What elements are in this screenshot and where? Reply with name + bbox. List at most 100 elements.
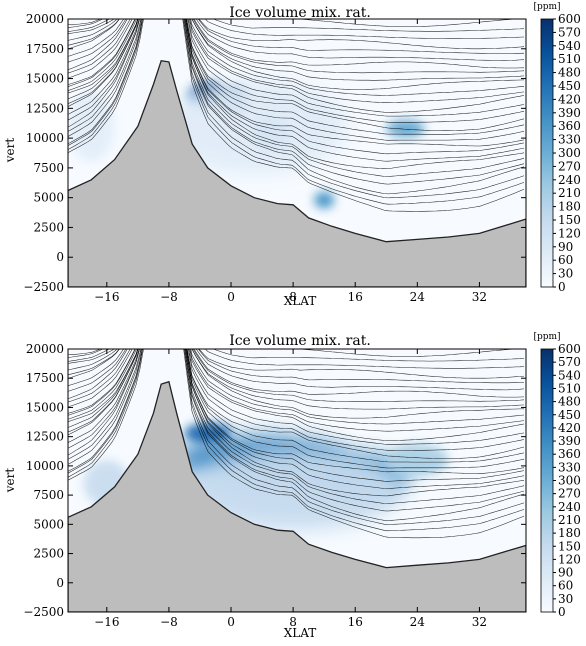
colorbar-tick-label: 570 bbox=[558, 25, 581, 39]
colorbar-tick-label: 450 bbox=[558, 408, 581, 422]
contour-line bbox=[68, 349, 525, 489]
contour-line bbox=[68, 19, 525, 131]
contour-line bbox=[68, 19, 525, 162]
contour-line bbox=[68, 349, 525, 402]
contour-line bbox=[68, 0, 524, 5]
contour-line bbox=[68, 349, 525, 391]
colorbar-tick-label: 600 bbox=[558, 342, 581, 356]
contour-line bbox=[68, 349, 525, 539]
chart-panel-bottom: Ice volume mix. rat. −16 −8 0 8 16 24 32 −2500 0… bbox=[3, 332, 581, 640]
contour-line bbox=[68, 19, 525, 195]
contour-line bbox=[68, 19, 525, 103]
colorbar-tick-label: 270 bbox=[558, 487, 581, 501]
colorbar-tick-label: 480 bbox=[558, 395, 581, 409]
contour-line bbox=[68, 19, 525, 199]
colorbar-gradient bbox=[540, 348, 554, 613]
colorbar-tick-label: 150 bbox=[558, 213, 581, 227]
ice-feature bbox=[184, 448, 402, 531]
x-tick-label: 32 bbox=[472, 615, 487, 629]
contour-line bbox=[68, 19, 525, 90]
ice-feature bbox=[68, 90, 115, 162]
x-tick-label: 24 bbox=[410, 615, 426, 629]
x-tick-label: −16 bbox=[94, 290, 119, 304]
colorbar-tick-label: 420 bbox=[558, 421, 581, 435]
colorbar-tick-label: 210 bbox=[558, 513, 581, 527]
contour-line bbox=[68, 19, 520, 27]
contour-line bbox=[68, 349, 525, 451]
y-tick-label: 12500 bbox=[26, 101, 64, 115]
colorbar-tick-label: 90 bbox=[558, 240, 573, 254]
contour-line bbox=[68, 349, 525, 410]
y-axis-label: vert bbox=[3, 468, 17, 494]
y-tick-label: 15000 bbox=[26, 400, 64, 414]
contour-line bbox=[68, 349, 525, 362]
contour-line bbox=[68, 349, 525, 445]
colorbar-gradient bbox=[540, 18, 554, 288]
y-tick-label: −2500 bbox=[23, 605, 64, 619]
x-axis-label: XLAT bbox=[284, 626, 317, 640]
contour-line bbox=[68, 19, 525, 135]
colorbar-tick-label: 150 bbox=[558, 539, 581, 553]
contour-line bbox=[68, 19, 525, 32]
colorbar: [ppm]60057054051048045042039036033030027… bbox=[533, 332, 580, 619]
x-tick-label: 0 bbox=[227, 290, 235, 304]
contour-line bbox=[68, 349, 525, 512]
chart-title: Ice volume mix. rat. bbox=[229, 5, 371, 21]
colorbar-tick-label: 420 bbox=[558, 92, 581, 106]
contour-line bbox=[68, 349, 525, 474]
contour-line bbox=[68, 19, 525, 147]
y-tick-label: 15000 bbox=[26, 72, 64, 86]
y-tick-label: 17500 bbox=[26, 371, 64, 385]
contour-line bbox=[68, 19, 525, 54]
contour-line bbox=[68, 349, 525, 525]
ice-feature bbox=[314, 191, 335, 209]
colorbar-tick-label: 30 bbox=[558, 267, 573, 281]
colorbar-tick-label: 360 bbox=[558, 447, 581, 461]
colorbar-tick-label: 180 bbox=[558, 200, 581, 214]
colorbar-unit: [ppm] bbox=[533, 332, 560, 342]
contour-line bbox=[68, 349, 525, 432]
contour-line bbox=[68, 349, 525, 497]
contour-line bbox=[68, 349, 525, 463]
terrain bbox=[68, 59, 526, 287]
y-tick-label: 17500 bbox=[26, 42, 64, 56]
colorbar-tick-label: 330 bbox=[558, 460, 581, 474]
colorbar-tick-label: 300 bbox=[558, 474, 581, 488]
terrain bbox=[68, 380, 526, 612]
contour-line bbox=[68, 349, 525, 532]
plot-area: −16 −8 0 8 16 24 32 −2500 0 2500 5000 7500 10000 1250… bbox=[23, 342, 527, 629]
colorbar-tick-label: 120 bbox=[558, 552, 581, 566]
y-tick-label: 10000 bbox=[26, 131, 64, 145]
colorbar: [ppm]60057054051048045042039036033030027… bbox=[533, 2, 580, 294]
contour-line bbox=[68, 349, 524, 384]
colorbar-tick-label: 390 bbox=[558, 106, 581, 120]
x-axis-label: XLAT bbox=[284, 294, 317, 308]
colorbar-tick-label: 60 bbox=[558, 253, 573, 267]
y-tick-label: 12500 bbox=[26, 430, 64, 444]
colorbar-tick-label: 0 bbox=[558, 280, 566, 294]
chart-title: Ice volume mix. rat. bbox=[229, 333, 371, 349]
colorbar-unit: [ppm] bbox=[533, 2, 560, 12]
x-tick-label: 8 bbox=[289, 615, 297, 629]
contour-line bbox=[68, 19, 525, 96]
colorbar-tick-label: 540 bbox=[558, 368, 581, 382]
colorbar-tick-label: 450 bbox=[558, 79, 581, 93]
contour-line bbox=[68, 349, 525, 482]
contour-line bbox=[68, 19, 525, 212]
plot-frame bbox=[67, 18, 527, 288]
colorbar-tick-label: 540 bbox=[558, 39, 581, 53]
y-tick-label: 7500 bbox=[33, 488, 64, 502]
y-tick-label: 5000 bbox=[33, 191, 64, 205]
x-tick-label: 8 bbox=[289, 290, 297, 304]
contour-line bbox=[68, 19, 525, 117]
contour-line bbox=[68, 349, 525, 441]
contour-line bbox=[68, 349, 525, 504]
x-tick-label: 32 bbox=[472, 290, 487, 304]
y-tick-label: 2500 bbox=[33, 220, 64, 234]
contour-line bbox=[68, 19, 525, 39]
contour-line bbox=[68, 19, 525, 50]
contour-line bbox=[68, 349, 525, 419]
colorbar-tick-label: 300 bbox=[558, 146, 581, 160]
contour-line bbox=[68, 19, 525, 205]
